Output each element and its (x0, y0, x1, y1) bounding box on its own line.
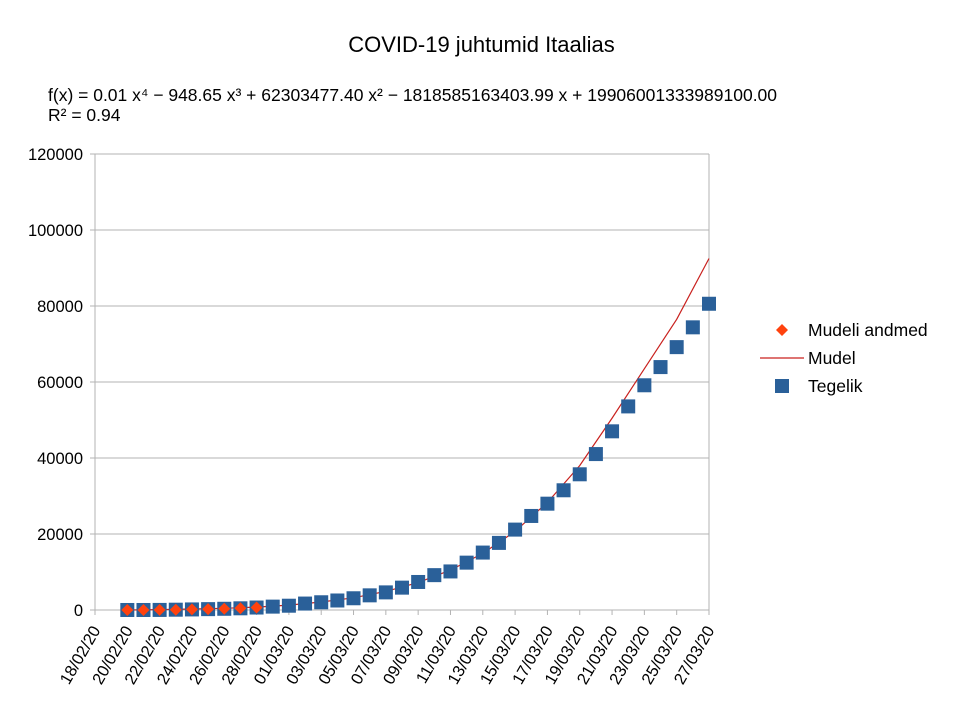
point-mudeli-andmed (218, 602, 231, 615)
point-tegelik (459, 555, 474, 570)
trendline-mudel (127, 258, 710, 611)
point-mudeli-andmed (137, 603, 150, 616)
point-tegelik (702, 296, 716, 311)
point-tegelik (346, 591, 361, 606)
legend: Mudeli andmed Mudel Tegelik (760, 320, 928, 396)
y-tick-label: 20000 (37, 526, 83, 544)
r-squared: R² = 0.94 (48, 105, 121, 125)
point-mudeli-andmed (202, 603, 215, 616)
point-tegelik (653, 360, 668, 375)
y-tick-label: 120000 (28, 146, 83, 164)
y-tick-label: 80000 (37, 298, 83, 316)
equation-formula: f(x) = 0.01 x⁴ − 948.65 x³ + 62303477.40… (48, 85, 778, 105)
point-tegelik (508, 522, 523, 537)
trendline-equation: f(x) = 0.01 x⁴ − 948.65 x³ + 62303477.40… (48, 85, 777, 125)
point-tegelik (443, 564, 458, 579)
point-tegelik (588, 447, 603, 462)
grid-layer (95, 153, 709, 611)
point-tegelik (265, 599, 280, 614)
point-tegelik (685, 320, 700, 335)
y-tick-label: 100000 (28, 222, 83, 240)
y-tick-label: 60000 (37, 374, 83, 392)
point-tegelik (314, 595, 329, 610)
point-tegelik (491, 535, 506, 550)
point-mudeli-andmed (153, 603, 166, 616)
point-mudeli-andmed (250, 601, 263, 614)
point-mudeli-andmed (234, 602, 247, 615)
point-mudeli-andmed (185, 603, 198, 616)
point-tegelik (524, 508, 539, 523)
point-tegelik (298, 596, 313, 611)
point-tegelik (395, 580, 409, 595)
series-layer (120, 258, 716, 617)
point-tegelik (637, 378, 652, 393)
point-tegelik (427, 568, 442, 583)
legend-symbol-tegelik (775, 379, 789, 393)
point-tegelik (378, 585, 393, 600)
y-tick-label: 0 (74, 602, 83, 620)
y-tick-label: 40000 (37, 450, 83, 468)
point-mudeli-andmed (121, 603, 134, 616)
point-tegelik (605, 424, 620, 439)
legend-label: Mudel (808, 348, 856, 368)
point-mudeli-andmed (169, 603, 182, 616)
point-tegelik (411, 574, 426, 589)
point-tegelik (669, 340, 684, 355)
point-tegelik (362, 588, 377, 603)
point-tegelik (330, 593, 345, 608)
legend-label: Mudeli andmed (808, 320, 928, 340)
point-tegelik (475, 545, 490, 560)
chart-title: COVID-19 juhtumid Itaalias (348, 32, 615, 57)
point-tegelik (540, 496, 555, 511)
point-tegelik (572, 467, 587, 482)
legend-label: Tegelik (808, 376, 863, 396)
point-tegelik (621, 399, 636, 414)
point-tegelik (281, 598, 296, 613)
legend-symbol-mudeli-andmed (776, 324, 788, 336)
point-tegelik (556, 483, 571, 498)
